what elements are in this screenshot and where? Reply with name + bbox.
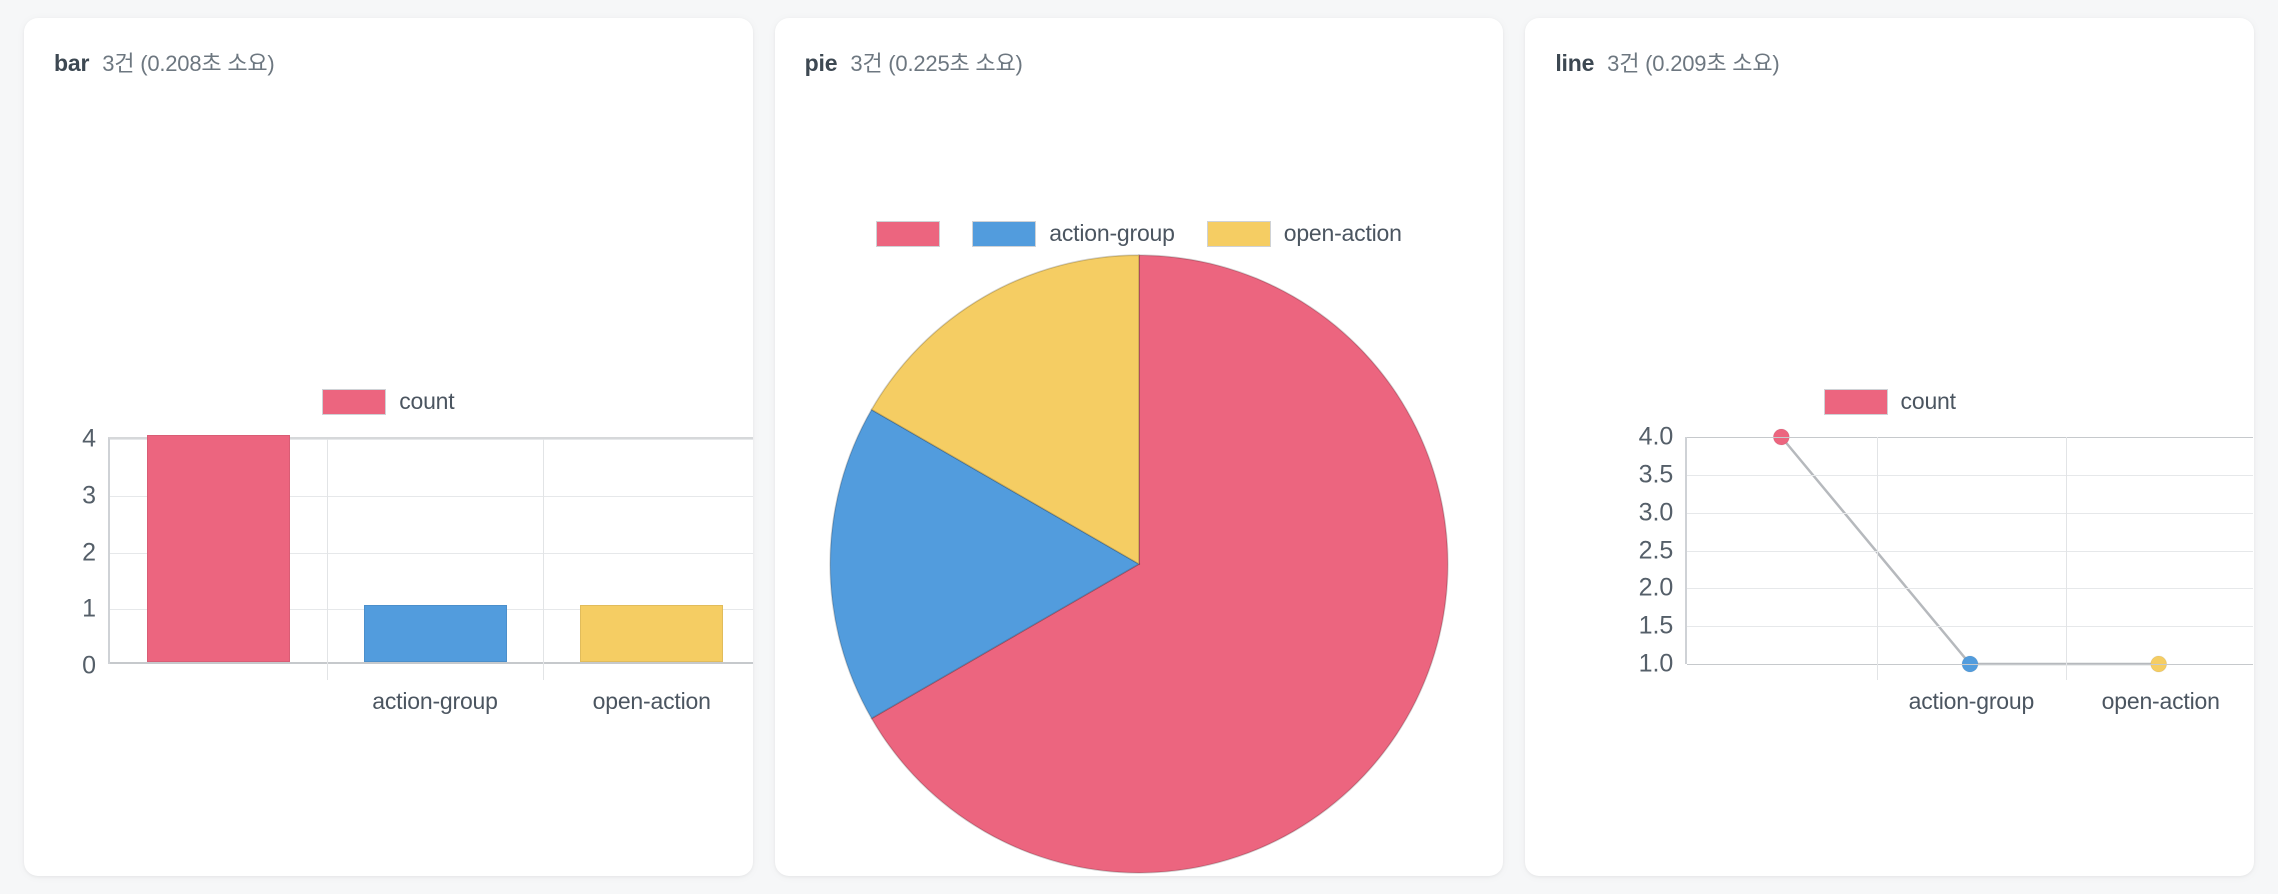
line-gridline [1687, 664, 2254, 665]
bar-y-axis-tick-label: 3 [82, 481, 96, 510]
pie-slice[interactable] [829, 408, 1141, 720]
bar-gridline [110, 495, 753, 497]
legend-entry-label: count [399, 388, 455, 414]
pie-slice[interactable] [870, 254, 1449, 874]
bar-category-divider [326, 439, 328, 680]
legend-entry-count[interactable]: count [322, 388, 455, 415]
bar-plot-region: 0 1 2 3 4 action-group open-action [82, 425, 753, 714]
bar-gridline [110, 552, 753, 554]
chart-card-line[interactable]: line 3건 (0.209초 소요) count 1.0 1.5 2.0 2.5 3.… [1525, 18, 2255, 876]
legend-entry[interactable] [876, 220, 941, 247]
legend-entry-label: count [1900, 388, 1956, 414]
bar-y-axis-tick-label: 0 [82, 651, 96, 680]
line-y-axis-tick-label: 3.5 [1638, 460, 1674, 489]
card-header-bar: bar 3건 (0.208초 소요) [24, 18, 753, 78]
bar-y-axis-tick-label: 4 [82, 424, 96, 453]
bar-column[interactable] [146, 435, 290, 662]
legend-swatch-icon [1206, 220, 1271, 247]
legend-swatch-icon [322, 388, 387, 415]
bar-x-axis-tick-label: action-group [372, 688, 498, 714]
legend-swatch-icon [972, 220, 1037, 247]
line-gridline [1687, 588, 2254, 590]
line-y-axis-tick-label: 1.0 [1638, 649, 1674, 678]
bar-x-axis [110, 662, 753, 664]
line-plot-region: 1.0 1.5 2.0 2.5 3.0 3.5 4.0 action-group open-ac… [1639, 423, 2254, 714]
pie-chart-area: action-group open-action [775, 78, 1504, 874]
line-y-axis-tick-label: 2.5 [1638, 536, 1674, 564]
line-x-axis-tick-label: open-action [2101, 688, 2220, 714]
bar-category-divider [543, 439, 545, 680]
card-meta-label-pie: 3건 (0.225초 소요) [850, 51, 1023, 76]
line-gridline [1687, 512, 2254, 514]
card-header-line: line 3건 (0.209초 소요) [1525, 18, 2254, 78]
line-chart-legend: count [1525, 388, 2254, 415]
legend-swatch-icon [876, 220, 941, 247]
line-gridline [1687, 550, 2254, 552]
line-gridline [1687, 474, 2254, 476]
legend-entry-label: open-action [1283, 220, 1402, 246]
card-type-label-bar: bar [54, 50, 90, 76]
line-category-divider [1876, 437, 1878, 680]
line-y-axis-tick-label: 2.0 [1638, 573, 1674, 602]
line-y-axis-tick-label: 3.0 [1638, 498, 1674, 527]
line-chart-area: count 1.0 1.5 2.0 2.5 3.0 3.5 4.0 action-group o… [1525, 78, 2254, 858]
card-header-pie: pie 3건 (0.225초 소요) [775, 18, 1504, 78]
legend-entry[interactable]: action-group [972, 220, 1175, 247]
bar-column[interactable] [580, 605, 724, 662]
card-meta-label-line: 3건 (0.209초 소요) [1607, 51, 1780, 76]
pie-chart-legend: action-group open-action [775, 220, 1504, 247]
line-gridline [1687, 626, 2254, 628]
line-y-axis-tick-label: 4.0 [1638, 422, 1674, 451]
chart-card-pie[interactable]: pie 3건 (0.225초 소요) action-group open-acti… [774, 18, 1504, 876]
bar-y-axis-tick-label: 2 [82, 538, 96, 566]
bar-column[interactable] [363, 605, 507, 662]
pie-plot-region [828, 253, 1450, 875]
card-type-label-pie: pie [804, 50, 838, 76]
bar-chart-legend: count [24, 388, 753, 415]
legend-swatch-icon [1823, 388, 1888, 415]
bar-x-axis-tick-label: open-action [592, 688, 711, 714]
chart-card-bar[interactable]: bar 3건 (0.208초 소요) count 0 1 2 3 4 action-gro… [24, 18, 753, 876]
bar-rect [580, 605, 724, 662]
legend-entry-count[interactable]: count [1823, 388, 1956, 415]
bar-gridline [110, 439, 753, 440]
card-meta-label-bar: 3건 (0.208초 소요) [102, 51, 275, 76]
legend-entry-label: action-group [1049, 220, 1175, 246]
bar-rect [363, 605, 507, 662]
card-type-label-line: line [1555, 50, 1595, 76]
bar-chart-area: count 0 1 2 3 4 action-group open-action [24, 78, 753, 858]
line-category-divider [2066, 437, 2067, 680]
pie-slice[interactable] [870, 254, 1140, 566]
pie-svg [829, 254, 1449, 874]
line-gridline [1687, 437, 2254, 438]
bar-rect [146, 435, 290, 662]
bar-y-axis-tick-label: 1 [82, 594, 96, 623]
legend-entry[interactable]: open-action [1206, 220, 1402, 247]
line-x-axis-tick-label: action-group [1908, 688, 2035, 714]
line-y-axis-tick-label: 1.5 [1638, 611, 1674, 640]
